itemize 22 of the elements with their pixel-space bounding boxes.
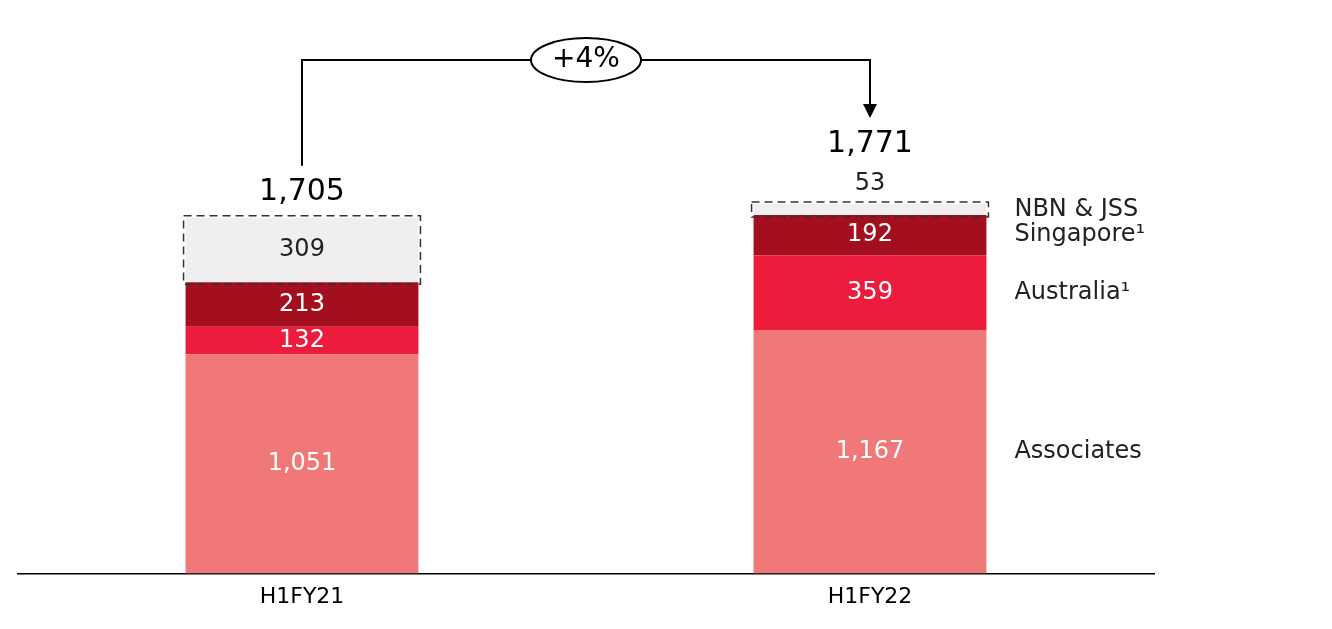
bar (753, 255, 987, 331)
bar (753, 215, 987, 256)
data-label: 1,167 (835, 436, 905, 465)
data-label: 309 (279, 234, 325, 263)
data-label: 132 (279, 324, 325, 353)
data-label: 213 (279, 288, 325, 317)
x-tick-label: H1FY22 (827, 582, 913, 608)
data-label: 359 (847, 276, 893, 305)
x-tick-label: H1FY21 (259, 582, 345, 608)
total-label: 1,771 (827, 123, 913, 159)
data-label: 53 (854, 168, 886, 197)
series-label: NBN & JSS (1014, 193, 1139, 222)
bar (185, 354, 419, 574)
total-label: 1,705 (259, 171, 345, 207)
data-label: 1,051 (267, 448, 337, 477)
bar (185, 326, 419, 355)
series-label: Associates (1014, 436, 1142, 465)
text: +4% (552, 41, 620, 75)
bar (185, 282, 419, 327)
bar (753, 330, 987, 574)
series-label: Australia¹ (1014, 276, 1131, 305)
data-label: 192 (847, 219, 893, 248)
